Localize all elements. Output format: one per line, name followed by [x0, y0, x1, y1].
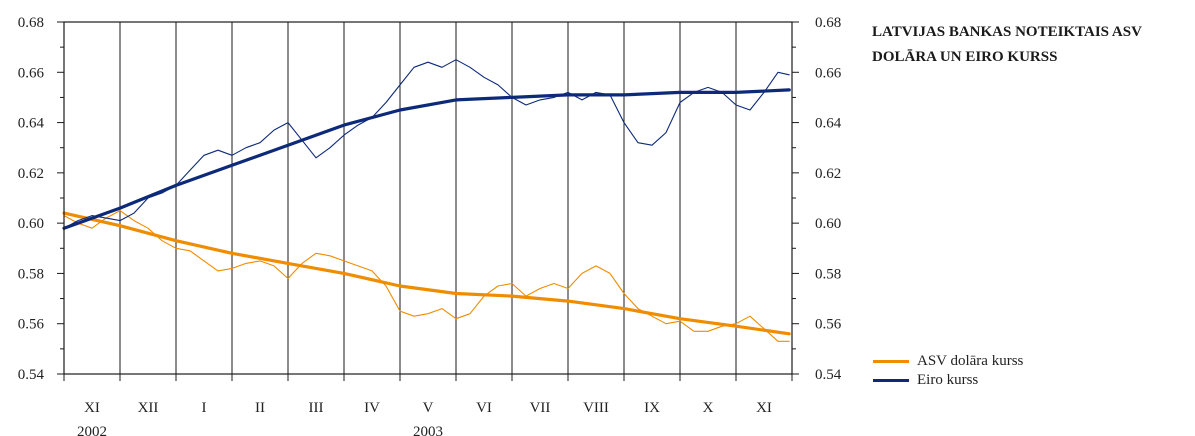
y-tick-label-right: 0.62: [815, 166, 841, 182]
legend-label-eur: Eiro kurss: [917, 372, 979, 388]
y-tick-label-left: 0.60: [18, 216, 44, 232]
x-tick-label: IX: [644, 400, 660, 416]
series-line-1-trend: [62, 211, 791, 336]
legend: ASV dolāra kurss Eiro kurss: [873, 352, 1023, 390]
x-tick-label: XI: [756, 400, 772, 416]
x-tick-label: V: [423, 400, 434, 416]
y-tick-label-right: 0.68: [815, 15, 841, 31]
x-tick-label: XI: [84, 400, 100, 416]
y-tick-label-right: 0.60: [815, 216, 841, 232]
y-tick-label-left: 0.62: [18, 166, 44, 182]
x-year-label: 2003: [413, 424, 443, 436]
y-tick-label-right: 0.56: [815, 317, 842, 333]
x-tick-label: VII: [530, 400, 551, 416]
series-lines: [62, 59, 791, 342]
x-tick-label: VIII: [583, 400, 609, 416]
series-line-2-daily: [63, 59, 790, 229]
x-tick-label: III: [309, 400, 324, 416]
axes: 0.54 0.54 0.56 0.56 0.58 0.58 0.60 0.60 0.62 0.62…: [18, 15, 842, 436]
chart-canvas: 0.54 0.54 0.56 0.56 0.58 0.58 0.60 0.60 0.62 0.62…: [18, 15, 842, 436]
legend-item-usd: ASV dolāra kurss: [873, 352, 1023, 371]
chart-title: LATVIJAS BANKAS NOTEIKTAIS ASV DOLĀRA UN…: [872, 20, 1192, 70]
x-tick-label: IV: [364, 400, 380, 416]
legend-item-eur: Eiro kurss: [873, 371, 1023, 390]
chart-title-line-1: LATVIJAS BANKAS NOTEIKTAIS ASV: [872, 24, 1142, 40]
legend-label-usd: ASV dolāra kurss: [917, 353, 1024, 369]
y-tick-label-right: 0.64: [815, 116, 842, 132]
y-tick-label-left: 0.58: [18, 266, 44, 282]
vertical-gridlines: [119, 22, 737, 374]
legend-swatch-usd: [873, 360, 909, 363]
y-tick-label-left: 0.56: [18, 317, 45, 333]
y-tick-label-right: 0.58: [815, 266, 841, 282]
x-tick-label: X: [703, 400, 714, 416]
y-tick-label-left: 0.66: [18, 65, 45, 81]
x-tick-label: VI: [476, 400, 492, 416]
x-tick-label: I: [202, 400, 207, 416]
y-tick-label-left: 0.68: [18, 15, 44, 31]
y-tick-label-right: 0.54: [815, 367, 842, 383]
y-tick-label-left: 0.54: [18, 367, 45, 383]
y-tick-label-left: 0.64: [18, 116, 45, 132]
y-tick-label-right: 0.66: [815, 65, 842, 81]
legend-swatch-eur: [873, 379, 909, 382]
chart-title-line-2: DOLĀRA UN EIRO KURSS: [872, 49, 1058, 65]
plot-frame: [63, 21, 793, 375]
x-tick-label: II: [255, 400, 265, 416]
x-year-label: 2002: [77, 424, 107, 436]
x-tick-label: XII: [138, 400, 159, 416]
series-line-3-trend: [62, 88, 791, 230]
series-line-0-daily: [63, 210, 790, 342]
